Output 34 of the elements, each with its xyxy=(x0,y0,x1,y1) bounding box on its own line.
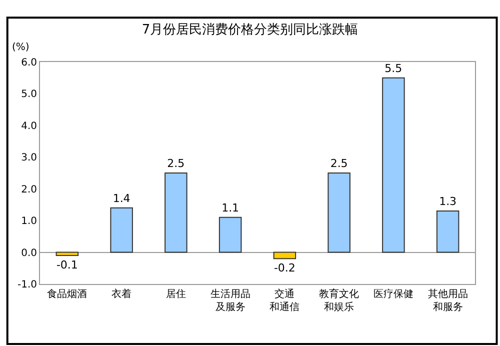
data-label: 5.5 xyxy=(384,62,402,75)
data-label: -0.2 xyxy=(274,262,296,275)
data-label: 2.5 xyxy=(167,157,185,170)
bar xyxy=(273,252,296,260)
y-tick-label: -1.0 xyxy=(17,280,37,290)
data-label: 1.4 xyxy=(112,192,130,205)
data-label: -0.1 xyxy=(56,258,78,272)
bar xyxy=(382,77,405,253)
x-tick-label: 医疗保健 xyxy=(373,288,414,300)
x-tick-label: 其他用品和服务 xyxy=(428,288,468,313)
bar xyxy=(164,172,188,253)
bar xyxy=(218,216,242,253)
y-tick-label: 6.0 xyxy=(21,58,37,68)
bar xyxy=(56,252,79,256)
bar xyxy=(328,172,350,253)
y-tick-label: 2.0 xyxy=(21,184,37,196)
y-tick-label: 1.0 xyxy=(21,216,37,228)
y-tick-label: 5.0 xyxy=(21,89,37,100)
x-tick-label: 生活用品及服务 xyxy=(210,288,250,313)
y-tick-label: 0.0 xyxy=(21,248,37,259)
x-tick-label: 交通和通信 xyxy=(270,288,300,313)
x-tick-label: 衣着 xyxy=(112,288,132,300)
y-axis-title: (%) xyxy=(12,42,30,53)
data-label: 1.3 xyxy=(439,195,457,208)
bar xyxy=(436,210,460,253)
data-label: 1.1 xyxy=(222,201,240,214)
x-tick-label: 居住 xyxy=(166,289,186,300)
y-tick-label: 3.0 xyxy=(21,152,37,164)
y-tick-label: 4.0 xyxy=(21,120,37,132)
x-tick-label: 教育文化和娱乐 xyxy=(319,288,360,313)
chart-title: 7月份居民消费价格分类别同比涨跌幅 xyxy=(142,22,358,38)
data-label: 2.5 xyxy=(330,157,348,170)
bar xyxy=(110,207,133,253)
x-tick-label: 食品烟酒 xyxy=(47,288,88,300)
